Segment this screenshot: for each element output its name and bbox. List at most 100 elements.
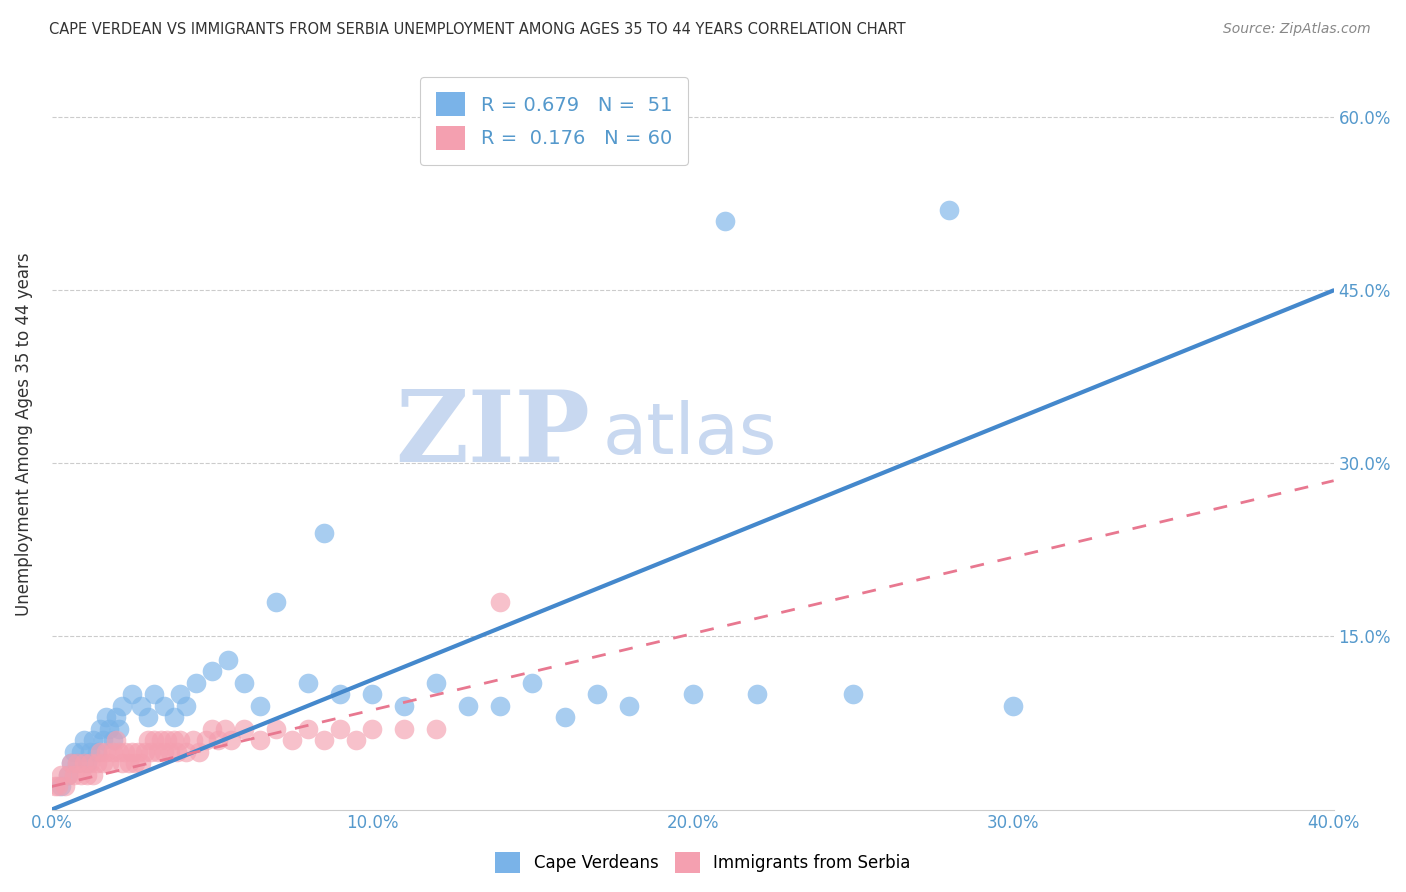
Point	[66, 756, 89, 771]
Point	[617, 698, 640, 713]
Point	[314, 733, 336, 747]
Point	[217, 652, 239, 666]
Point	[101, 733, 124, 747]
Point	[1002, 698, 1025, 713]
Point	[56, 768, 79, 782]
Text: CAPE VERDEAN VS IMMIGRANTS FROM SERBIA UNEMPLOYMENT AMONG AGES 35 TO 44 YEARS CO: CAPE VERDEAN VS IMMIGRANTS FROM SERBIA U…	[49, 22, 905, 37]
Point	[46, 780, 69, 794]
Point	[96, 745, 118, 759]
Point	[73, 733, 96, 747]
Point	[264, 595, 287, 609]
Text: ZIP: ZIP	[395, 386, 591, 483]
Point	[59, 756, 82, 771]
Point	[127, 745, 149, 759]
Point	[281, 733, 304, 747]
Point	[938, 202, 960, 217]
Point	[86, 756, 108, 771]
Point	[201, 664, 224, 678]
Point	[118, 756, 141, 771]
Y-axis label: Unemployment Among Ages 35 to 44 years: Unemployment Among Ages 35 to 44 years	[15, 252, 32, 616]
Point	[314, 525, 336, 540]
Point	[149, 733, 172, 747]
Point	[162, 710, 184, 724]
Point	[134, 745, 156, 759]
Point	[82, 733, 104, 747]
Point	[98, 756, 121, 771]
Point	[63, 768, 86, 782]
Point	[361, 722, 384, 736]
Point	[181, 733, 204, 747]
Point	[176, 698, 198, 713]
Point	[153, 698, 176, 713]
Point	[76, 756, 98, 771]
Point	[51, 768, 73, 782]
Point	[842, 687, 865, 701]
Point	[63, 745, 86, 759]
Point	[329, 687, 352, 701]
Point	[98, 722, 121, 736]
Point	[73, 756, 96, 771]
Point	[53, 780, 76, 794]
Point	[553, 710, 575, 724]
Point	[136, 710, 159, 724]
Point	[101, 745, 124, 759]
Point	[329, 722, 352, 736]
Point	[69, 745, 91, 759]
Point	[522, 675, 544, 690]
Point	[489, 595, 512, 609]
Point	[51, 780, 73, 794]
Point	[143, 733, 166, 747]
Point	[86, 745, 108, 759]
Point	[139, 745, 162, 759]
Point	[425, 722, 447, 736]
Point	[89, 745, 111, 759]
Point	[143, 687, 166, 701]
Point	[108, 722, 131, 736]
Point	[361, 687, 384, 701]
Point	[82, 768, 104, 782]
Point	[233, 722, 256, 736]
Text: atlas: atlas	[603, 401, 778, 469]
Legend: Cape Verdeans, Immigrants from Serbia: Cape Verdeans, Immigrants from Serbia	[489, 846, 917, 880]
Point	[114, 745, 136, 759]
Point	[156, 733, 179, 747]
Point	[176, 745, 198, 759]
Point	[207, 733, 229, 747]
Point	[166, 745, 188, 759]
Point	[745, 687, 768, 701]
Point	[146, 745, 169, 759]
Point	[425, 675, 447, 690]
Point	[682, 687, 704, 701]
Point	[108, 745, 131, 759]
Point	[124, 756, 146, 771]
Point	[249, 698, 271, 713]
Point	[394, 698, 416, 713]
Point	[159, 745, 181, 759]
Point	[233, 675, 256, 690]
Point	[79, 745, 101, 759]
Point	[79, 756, 101, 771]
Point	[713, 214, 735, 228]
Point	[104, 710, 127, 724]
Point	[111, 756, 134, 771]
Point	[249, 733, 271, 747]
Point	[194, 733, 217, 747]
Point	[136, 733, 159, 747]
Point	[69, 768, 91, 782]
Point	[585, 687, 607, 701]
Point	[131, 756, 153, 771]
Point	[89, 722, 111, 736]
Point	[214, 722, 236, 736]
Point	[91, 756, 114, 771]
Point	[91, 733, 114, 747]
Point	[169, 733, 191, 747]
Point	[184, 675, 207, 690]
Point	[56, 768, 79, 782]
Point	[457, 698, 479, 713]
Point	[297, 675, 319, 690]
Point	[121, 687, 143, 701]
Point	[131, 698, 153, 713]
Point	[104, 733, 127, 747]
Legend: R = 0.679   N =  51, R =  0.176   N = 60: R = 0.679 N = 51, R = 0.176 N = 60	[420, 77, 688, 165]
Point	[489, 698, 512, 713]
